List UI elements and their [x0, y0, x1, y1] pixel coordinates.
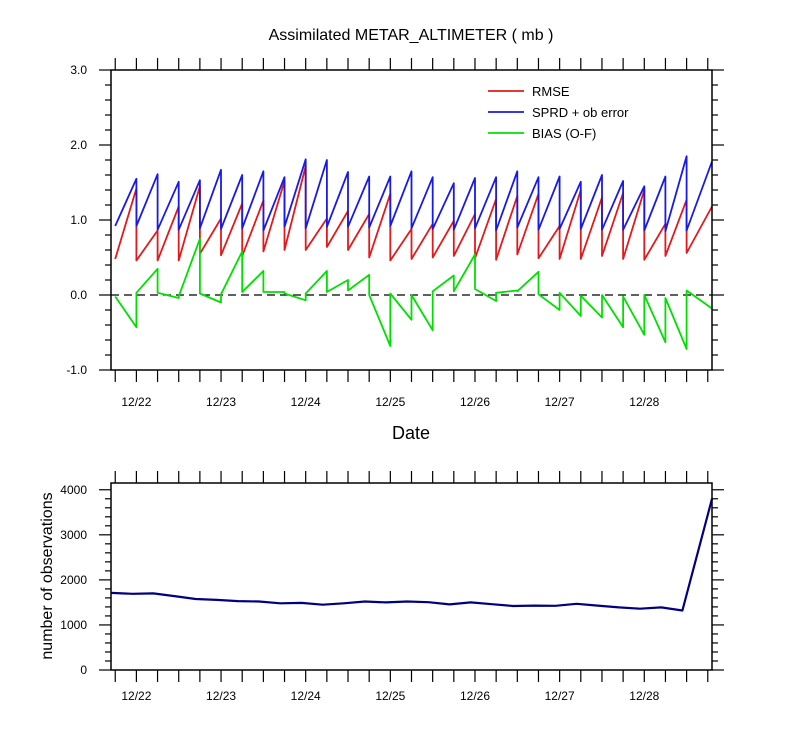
- x-axis-label: Date: [392, 423, 430, 443]
- legend-label-bias: BIAS (O-F): [532, 126, 596, 141]
- x-tick-label: 12/27: [545, 395, 575, 409]
- y-tick-label: -1.0: [66, 363, 87, 377]
- bottom-plot-panel: 12/22 12/23 12/24 12/25 12/26 12/27 12/28 0 1000…: [60, 471, 724, 703]
- series-line-bias-o-f: [114, 237, 713, 350]
- series-line-observations: [110, 498, 714, 612]
- bottom-series-group: [110, 498, 714, 612]
- y-tick-label: 1000: [60, 618, 87, 632]
- x-tick-label: 12/22: [121, 689, 151, 703]
- x-tick-label: 12/26: [460, 395, 490, 409]
- x-tick-label: 12/22: [121, 395, 151, 409]
- top-axis-ticks: 12/22 12/23 12/24 12/25 12/26 12/27 12/28 -1.0 0…: [66, 58, 724, 409]
- x-tick-label: 12/25: [375, 395, 405, 409]
- x-tick-label: 12/23: [206, 689, 236, 703]
- x-tick-label: 12/26: [460, 689, 490, 703]
- y-tick-label: 2.0: [70, 138, 87, 152]
- y-tick-label: 3000: [60, 528, 87, 542]
- top-plot-panel: 12/22 12/23 12/24 12/25 12/26 12/27 12/28 -1.0 0…: [66, 58, 724, 409]
- top-series-group: [114, 155, 713, 350]
- y-tick-label: 1.0: [70, 213, 87, 227]
- x-tick-label: 12/24: [291, 395, 321, 409]
- chart-title: Assimilated METAR_ALTIMETER ( mb ): [269, 27, 554, 44]
- series-line-sprd-ob-error: [114, 155, 713, 233]
- x-tick-label: 12/28: [629, 689, 659, 703]
- y-tick-label: 4000: [60, 483, 87, 497]
- y-axis-label-observations: number of observations: [39, 492, 56, 659]
- y-tick-label: 0: [80, 663, 87, 677]
- y-tick-label: 3.0: [70, 63, 87, 77]
- x-tick-label: 12/23: [206, 395, 236, 409]
- x-tick-label: 12/27: [545, 689, 575, 703]
- bottom-plot-frame: [110, 482, 713, 671]
- legend-label-rmse: RMSE: [532, 84, 570, 99]
- x-tick-label: 12/28: [629, 395, 659, 409]
- x-tick-label: 12/25: [375, 689, 405, 703]
- y-tick-label: 0.0: [70, 288, 87, 302]
- x-tick-label: 12/24: [291, 689, 321, 703]
- legend-label-sprd: SPRD + ob error: [532, 105, 629, 120]
- bottom-axis-ticks: 12/22 12/23 12/24 12/25 12/26 12/27 12/28 0 1000…: [60, 471, 724, 703]
- legend: RMSE SPRD + ob error BIAS (O-F): [488, 84, 629, 141]
- y-tick-label: 2000: [60, 573, 87, 587]
- top-plot-frame: [110, 69, 713, 371]
